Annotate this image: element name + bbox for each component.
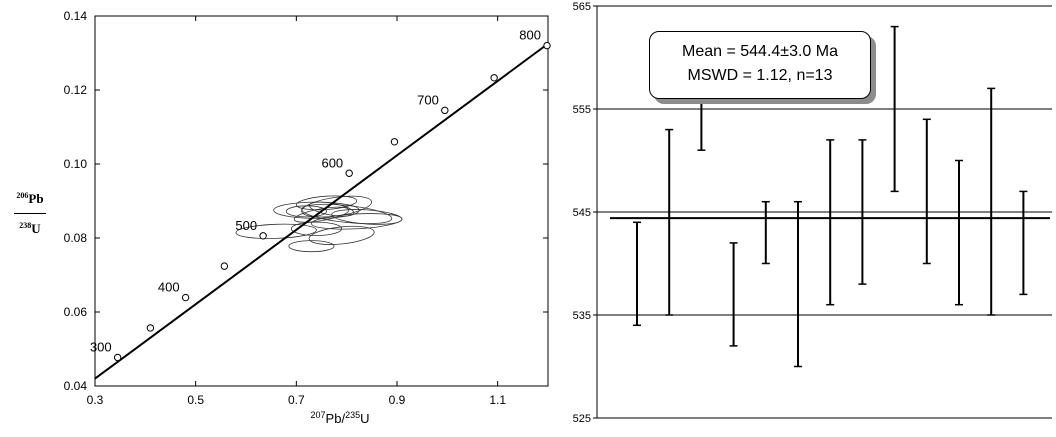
y-tick-label: 0.08: [64, 231, 88, 245]
error-ellipse: [301, 203, 393, 225]
y-tick-label: 565: [573, 1, 591, 13]
x-tick-label: 0.9: [389, 393, 406, 407]
y-tick-label: 555: [573, 104, 591, 116]
y-tick-label: 0.04: [64, 379, 88, 393]
x-tick-label: 0.7: [288, 393, 305, 407]
y-tick-label: 0.06: [64, 305, 88, 319]
age-marker: [490, 74, 498, 82]
stats-mean: Mean = 544.4±3.0 Ma: [682, 43, 838, 60]
x-axis-label: 207Pb/235U: [310, 410, 370, 426]
stats-box: Mean = 544.4±3.0 Ma MSWD = 1.12, n=13: [649, 31, 871, 99]
error-ellipse: [296, 195, 358, 211]
y-tick-label: 0.12: [64, 83, 88, 97]
error-ellipse: [235, 223, 317, 239]
stats-mswd: MSWD = 1.12, n=13: [687, 67, 833, 84]
concordia-curve: [94, 42, 549, 380]
age-label: 300: [90, 340, 112, 355]
y-tick-label: 0.10: [64, 157, 88, 171]
age-label: 700: [417, 92, 439, 107]
plot-frame: [94, 15, 549, 387]
y-tick-label: 0.14: [64, 9, 88, 23]
age-label: 400: [158, 280, 180, 295]
y-tick-label: 545: [573, 207, 591, 219]
age-marker: [441, 106, 449, 115]
error-ellipse: [290, 221, 343, 236]
age-marker: [220, 262, 229, 270]
x-tick-label: 1.1: [489, 393, 506, 407]
age-marker: [345, 169, 353, 177]
age-label: 800: [519, 28, 541, 43]
x-tick-label: 0.3: [87, 393, 104, 407]
y-tick-label: 535: [573, 310, 591, 322]
age-marker: [146, 324, 155, 332]
age-marker: [390, 138, 399, 146]
error-ellipse: [293, 206, 350, 223]
error-ellipse: [331, 209, 403, 225]
age-label: 600: [321, 155, 343, 170]
error-ellipse: [285, 205, 327, 218]
x-tick-label: 0.5: [187, 393, 204, 407]
error-ellipse: [288, 240, 335, 253]
error-ellipse: [308, 225, 375, 245]
age-marker: [543, 41, 551, 50]
y-tick-label: 525: [573, 413, 591, 425]
y-axis-label: 206Pb 238U: [8, 188, 52, 237]
age-marker: [259, 232, 267, 240]
age-marker: [181, 293, 190, 302]
age-label: 500: [235, 218, 257, 233]
concordia-plot: 0.04 0.06 0.08 0.10 0.12 0.14 0.3 0.5 0.7 0.9 1.1 3…: [64, 9, 551, 407]
age-marker: [113, 353, 122, 362]
weighted-mean-plot: 525 535 545 555 565: [573, 1, 1052, 425]
